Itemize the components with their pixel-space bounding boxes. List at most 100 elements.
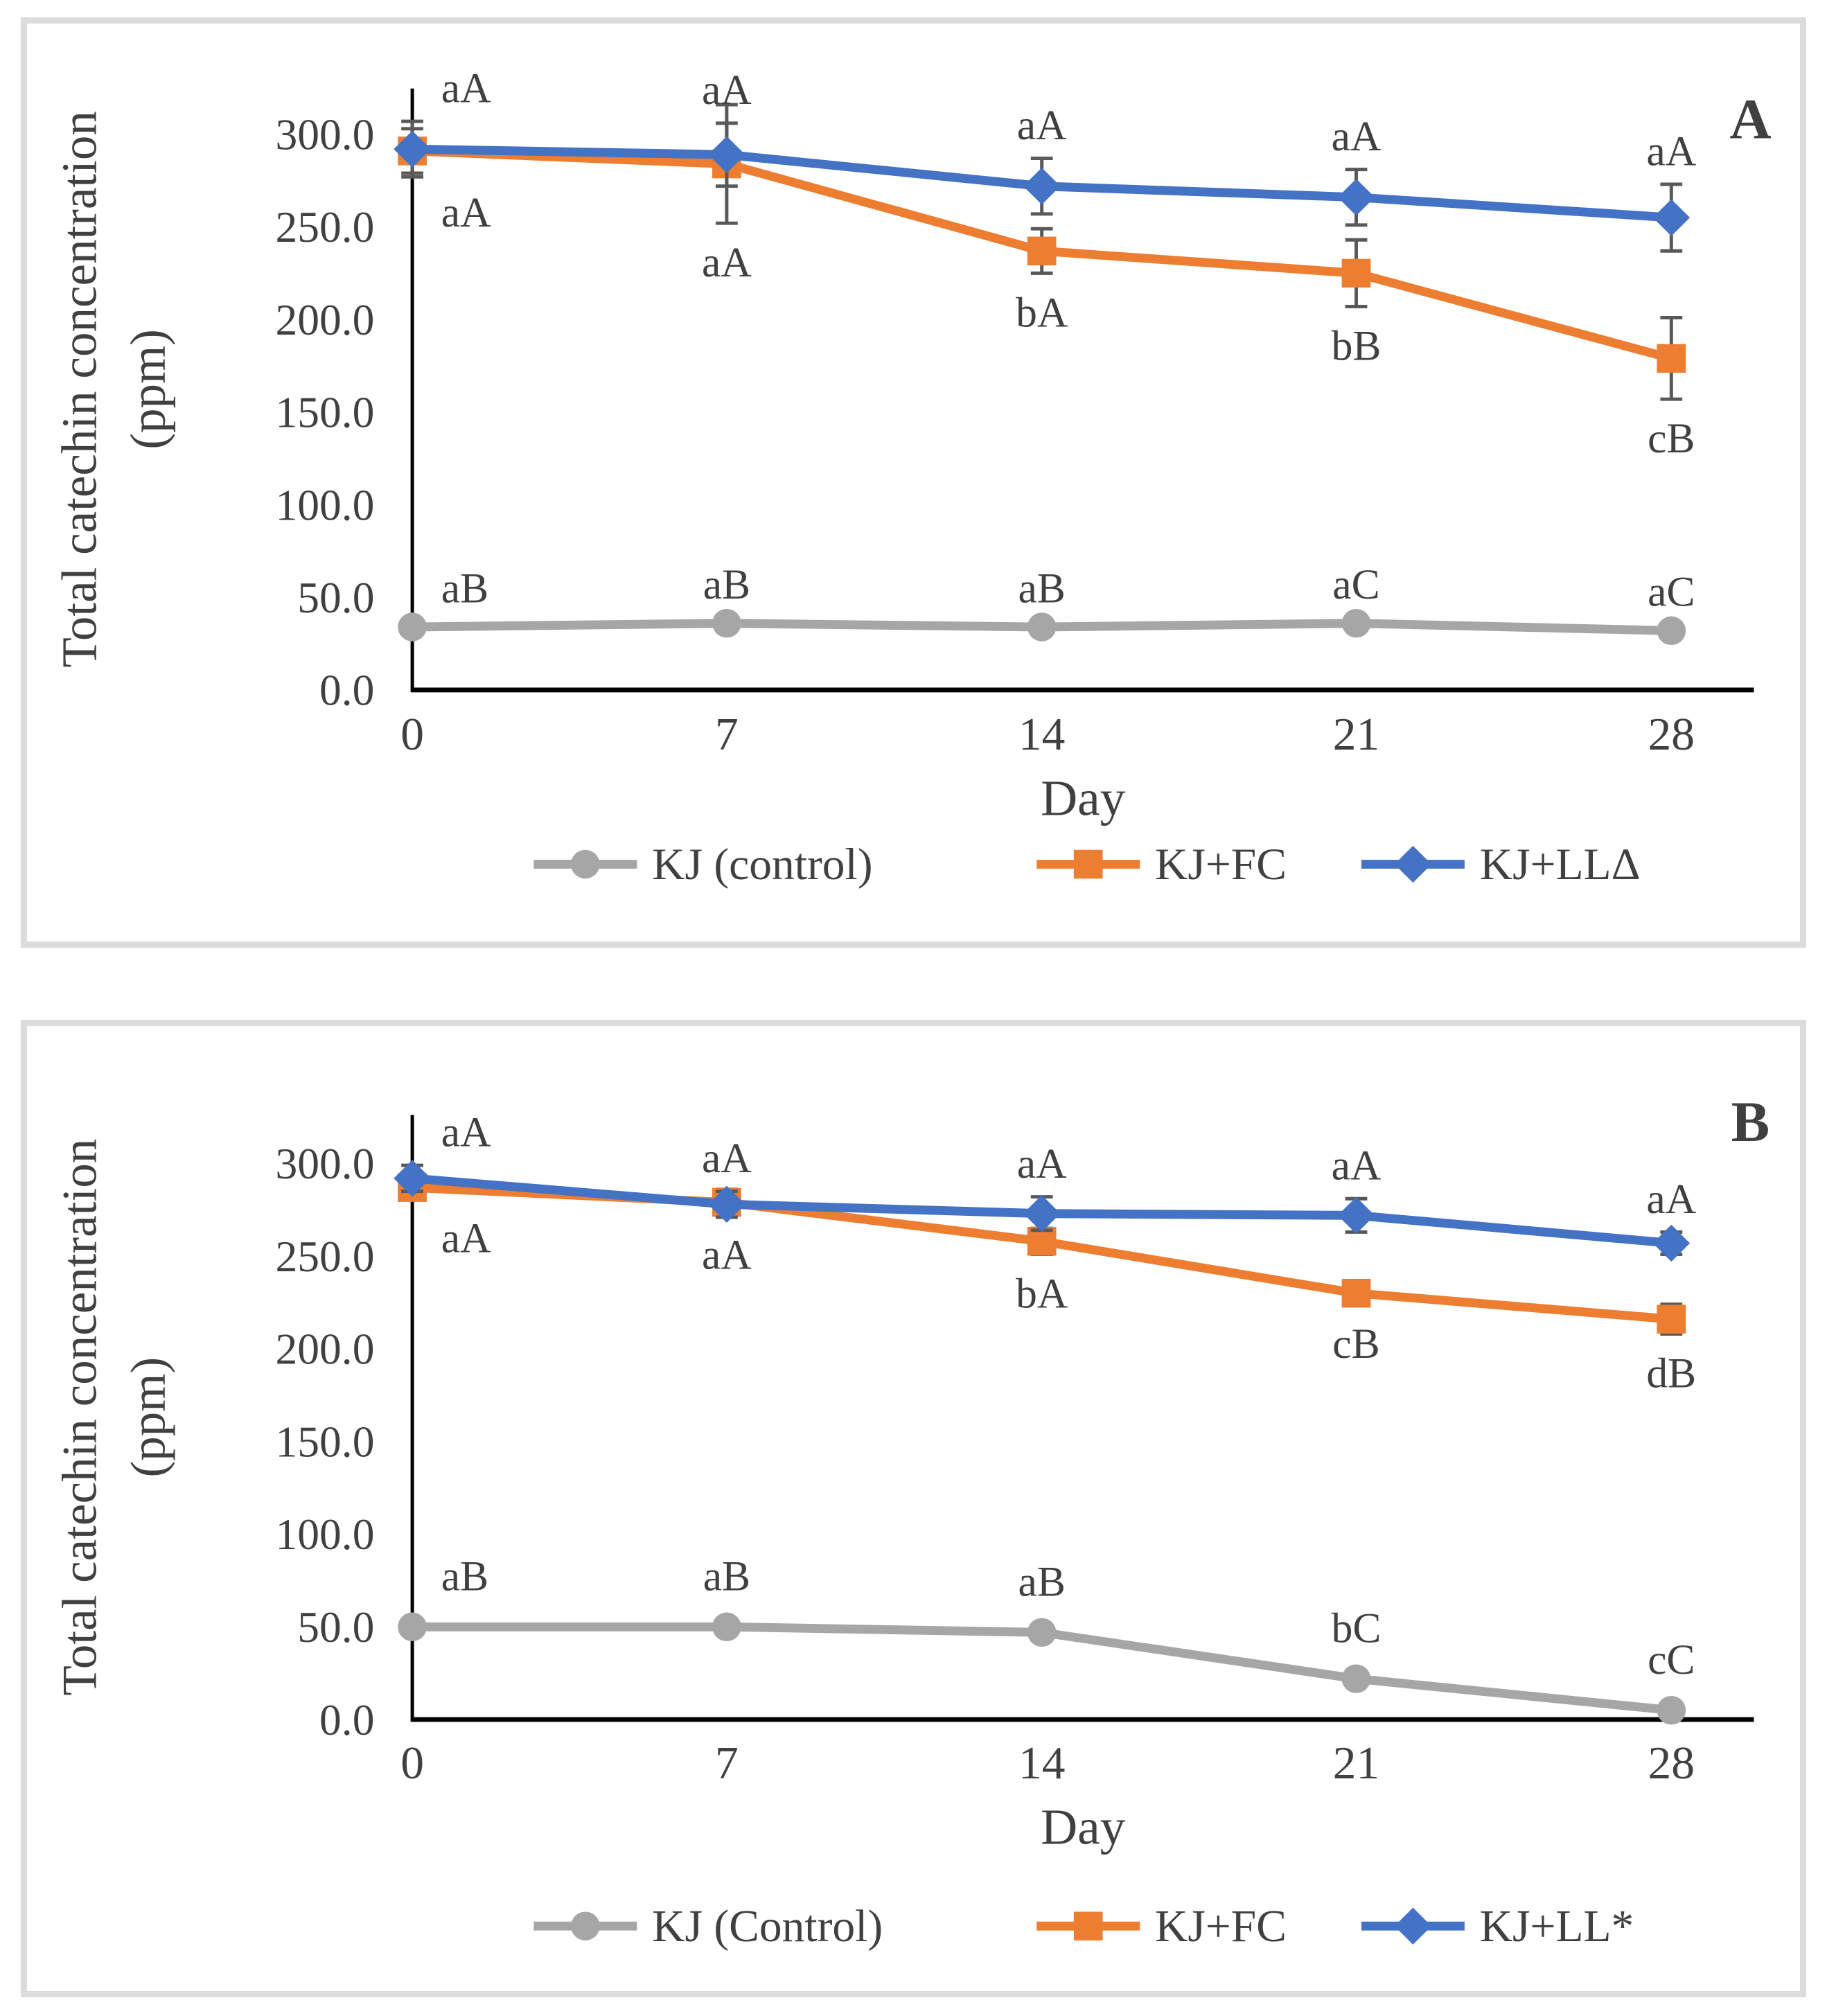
data-point-marker — [1341, 1664, 1371, 1693]
point-label: aB — [1018, 565, 1066, 612]
point-label: aB — [441, 565, 488, 612]
legend-item: KJ+FC — [1036, 1902, 1287, 1952]
point-label: cC — [1648, 1636, 1695, 1683]
legend-item: KJ+LLΔ — [1361, 840, 1641, 890]
y-axis-title-line1: Total catechin concentration — [52, 111, 107, 667]
data-point-marker — [1337, 179, 1375, 216]
legend-label: KJ+LLΔ — [1480, 840, 1641, 890]
panel-a: 0.0 50.0 100.0 150.0 200.0 250.0 300.0 0 7 14 21 28… — [21, 17, 1806, 948]
y-tick-label: 250.0 — [275, 1232, 374, 1281]
data-point-marker — [1027, 1618, 1057, 1647]
point-label: cB — [1648, 415, 1695, 462]
x-tick-label: 14 — [1018, 708, 1066, 760]
data-point-marker — [1341, 1278, 1371, 1308]
legend-item: KJ+FC — [1036, 840, 1287, 890]
data-point-marker — [1652, 199, 1691, 236]
point-label: aA — [702, 1135, 752, 1182]
point-label: aA — [441, 65, 491, 112]
point-label: bA — [1016, 1271, 1068, 1318]
legend-label: KJ+LL* — [1480, 1902, 1634, 1952]
x-tick-label: 7 — [715, 1737, 739, 1789]
x-tick-label: 28 — [1648, 1737, 1695, 1789]
point-label: dB — [1646, 1350, 1696, 1397]
data-point-marker — [712, 608, 741, 638]
data-point-marker — [1657, 616, 1686, 646]
data-point-marker — [1657, 1695, 1686, 1725]
x-tick-label: 14 — [1018, 1737, 1066, 1789]
legend-marker — [1394, 845, 1432, 883]
point-label: aA — [1332, 113, 1382, 160]
point-label: aA — [702, 239, 752, 286]
data-point-marker — [1023, 1195, 1061, 1232]
data-point-marker — [1027, 236, 1057, 265]
y-tick-label: 150.0 — [275, 1418, 374, 1467]
y-tick-label: 0.0 — [319, 666, 374, 715]
data-point-marker — [1337, 1196, 1375, 1235]
point-label: aA — [1017, 102, 1067, 149]
point-label: bA — [1016, 289, 1068, 336]
y-axis-title-line2: (ppm) — [121, 329, 175, 450]
legend-item: KJ (Control) — [533, 1902, 883, 1952]
legend-label: KJ (Control) — [652, 1902, 883, 1952]
panel-letter: B — [1731, 1090, 1770, 1153]
data-point-marker — [1657, 344, 1686, 373]
data-point-marker — [712, 1612, 741, 1642]
y-tick-label: 100.0 — [275, 1510, 374, 1559]
point-label: bC — [1332, 1605, 1382, 1652]
x-tick-label: 0 — [400, 1737, 424, 1789]
x-tick-label: 28 — [1648, 708, 1695, 760]
legend-item: KJ+LL* — [1361, 1902, 1634, 1952]
legend-label: KJ+FC — [1155, 1902, 1287, 1952]
point-label: aA — [1332, 1142, 1382, 1190]
legend-label: KJ (control) — [652, 840, 872, 890]
legend-marker — [570, 1911, 600, 1940]
x-tick-label: 0 — [400, 708, 424, 760]
point-label: aA — [441, 1109, 491, 1156]
point-label: bB — [1332, 323, 1382, 370]
y-tick-label: 200.0 — [275, 1325, 374, 1374]
data-point-marker — [1657, 1305, 1686, 1334]
y-tick-label: 150.0 — [276, 389, 375, 437]
point-label: aA — [702, 1232, 752, 1279]
data-point-marker — [1341, 608, 1371, 638]
data-point-marker — [708, 136, 745, 173]
point-label: aC — [1332, 561, 1379, 608]
legend-marker — [1394, 1907, 1432, 1945]
point-label: aA — [1646, 128, 1696, 175]
x-tick-label: 7 — [715, 708, 739, 760]
point-label: aB — [441, 1553, 488, 1600]
legend-marker — [1073, 849, 1103, 879]
y-axis-title-line2: (ppm) — [121, 1357, 175, 1478]
chart-panel-a: 0.0 50.0 100.0 150.0 200.0 250.0 300.0 0 7 14 21 28… — [52, 65, 1772, 890]
data-point-marker — [1341, 258, 1371, 288]
y-tick-label: 200.0 — [276, 296, 375, 344]
point-label: aA — [1646, 1176, 1696, 1223]
point-label: aC — [1648, 569, 1695, 616]
y-tick-label: 0.0 — [319, 1696, 374, 1744]
data-point-marker — [708, 1185, 745, 1223]
y-tick-label: 250.0 — [276, 203, 375, 251]
point-label: aB — [703, 561, 750, 608]
legend-marker — [1073, 1911, 1103, 1940]
y-tick-label: 100.0 — [276, 481, 375, 529]
point-label: aA — [1017, 1140, 1067, 1187]
y-axis-title-line1: Total catechin concentration — [52, 1139, 107, 1696]
legend-label: KJ+FC — [1155, 840, 1287, 890]
data-point-marker — [398, 1612, 427, 1642]
point-label: cB — [1332, 1320, 1379, 1368]
panel-letter: A — [1729, 87, 1771, 151]
data-point-marker — [1652, 1224, 1691, 1262]
data-point-marker — [1027, 612, 1057, 642]
y-tick-label: 300.0 — [276, 111, 375, 159]
x-tick-label: 21 — [1333, 1737, 1380, 1789]
data-point-marker — [1023, 168, 1061, 205]
point-label: aA — [702, 67, 752, 114]
point-label: aA — [441, 1214, 491, 1262]
y-tick-label: 50.0 — [297, 1603, 374, 1652]
y-tick-label: 50.0 — [297, 574, 374, 622]
panel-b: 0.0 50.0 100.0 150.0 200.0 250.0 300.0 0 7 14 21 28… — [21, 1020, 1806, 1997]
legend-marker — [570, 849, 600, 879]
point-label: aA — [441, 189, 491, 236]
y-tick-label: 300.0 — [275, 1140, 374, 1188]
